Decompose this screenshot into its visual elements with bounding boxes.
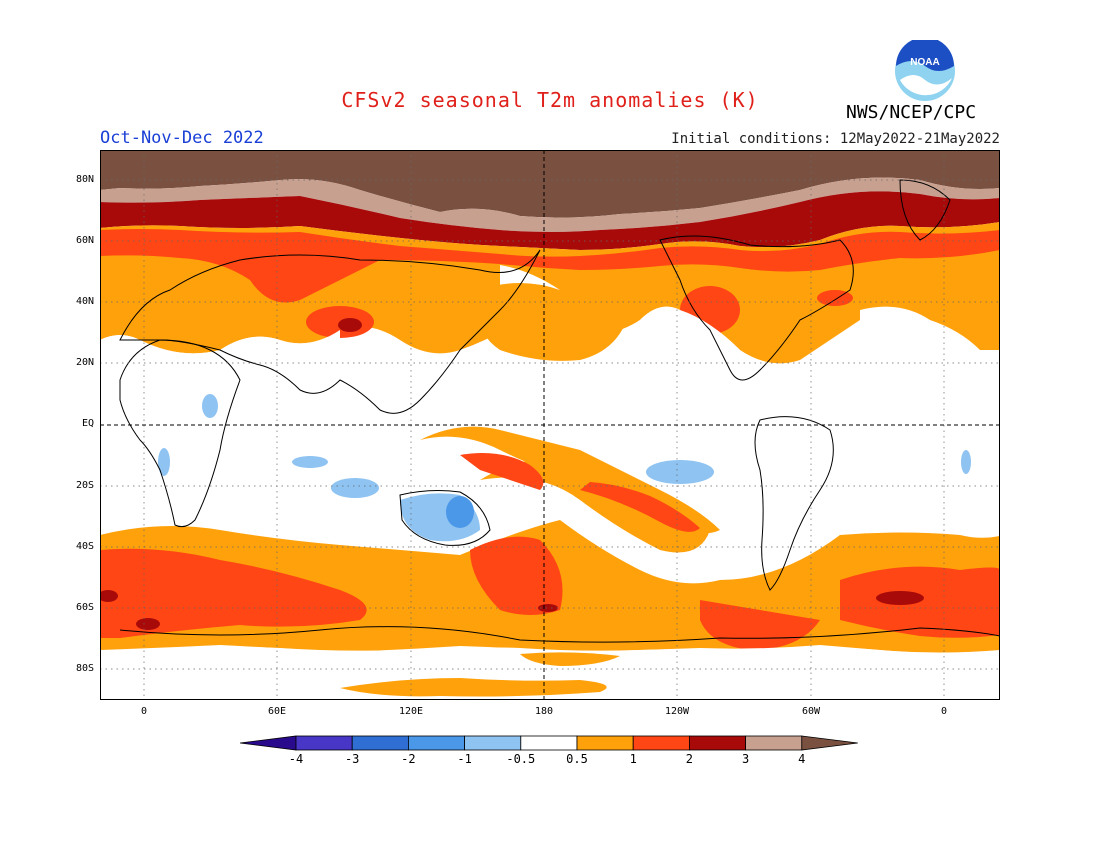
south-pacific-hot-band-2 [460,452,544,490]
colorbar-segment [240,735,297,751]
southern-ocean-dark-3 [100,590,118,602]
colorbar-segment [632,735,690,751]
lat-label-40n: 40N [75,296,94,307]
lat-label-80n: 80N [75,174,94,185]
colorbar-segment [407,735,465,751]
lon-label-0: 0 [140,706,148,717]
africa-cool [202,394,218,418]
colorbar-segment [745,735,803,751]
map-title: CFSv2 seasonal T2m anomalies (K) [341,88,759,112]
colorbar-tick-label: -4 [288,752,304,766]
lon-label-180: 180 [534,706,554,717]
colorbar-segment [688,735,746,751]
lon-label-60e: 60E [267,706,287,717]
south-atlantic-cool [158,448,170,476]
antarctica-warm [340,678,607,697]
logo-text: NOAA [910,57,939,68]
colorbar [240,735,858,751]
central-asia-dark-spot [338,318,362,332]
southern-ocean-dark [136,618,160,630]
colorbar-tick-label: 0.5 [566,752,588,766]
lon-label-0-east: 0 [940,706,948,717]
southern-ocean-dark-2 [538,604,558,612]
east-atlantic-spot [817,290,853,306]
lat-label-40s: 40S [75,541,94,552]
colorbar-tick-label: -0.5 [506,752,536,766]
lat-label-80s: 80S [75,663,94,674]
colorbar-segment [520,735,578,751]
forecast-period: Oct-Nov-Dec 2022 [100,128,264,148]
coastline-south-america [754,416,834,591]
lat-label-60s: 60S [75,602,94,613]
arctic-anomaly-3k [100,177,1000,232]
east-pacific-cool [646,460,714,484]
colorbar-tick-label: 3 [741,752,750,766]
arctic-anomaly-2k [100,191,1000,250]
australia-cool-core [446,496,474,528]
colorbar-segment [464,735,522,751]
south-america-cool [961,450,971,474]
colorbar-tick-label: -2 [401,752,416,766]
southern-ocean-hot [100,548,367,638]
arctic-anomaly-4k [100,150,1000,218]
north-atlantic-neutral [860,306,1000,390]
south-pacific-warm-band [480,459,710,553]
antarctica-neutral [100,645,1000,700]
southern-ocean-hot-2 [470,536,563,615]
lon-label-120w: 120W [664,706,690,717]
colorbar-segment [295,735,353,751]
southern-ocean-hot-4 [840,566,1000,638]
colorbar-tick-label: -3 [344,752,360,766]
colorbar-tick-label: 1 [629,752,637,766]
antarctica-warm-2 [520,652,620,666]
colorbar-tick-label: -1 [457,752,472,766]
indian-ocean-cool-2 [292,456,328,468]
noaa-logo-icon: NOAA [895,40,955,101]
nh-warm-2k [100,229,1000,303]
lat-label-eq: EQ [81,418,94,429]
south-atlantic-dark [876,591,924,605]
lat-label-20s: 20S [75,480,94,491]
coastline-europe-asia [119,249,541,414]
lon-label-120e: 120E [398,706,424,717]
anomaly-map [100,150,1000,700]
colorbar-segment [801,735,858,751]
nh-neutral-1 [100,330,340,420]
south-pacific-hot-band [580,482,700,532]
coastline-north-america [659,235,854,381]
colorbar-segment [576,735,634,751]
indian-ocean-cool [331,478,379,498]
lat-label-20n: 20N [75,357,94,368]
north-pacific-warm [477,283,630,361]
lat-label-60n: 60N [75,235,94,246]
coastlines [119,179,1000,643]
colorbar-segment [351,735,409,751]
lon-label-60w: 60W [801,706,821,717]
org-label: NWS/NCEP/CPC [846,102,977,123]
coastline-antarctica [119,626,1000,643]
colorbar-tick-label: 4 [798,752,806,766]
coastline-australia [399,490,491,546]
coastline-greenland [899,179,951,241]
equator-dateline [100,150,1000,700]
colorbar-tick-label: 2 [685,752,693,766]
initial-conditions: Initial conditions: 12May2022-21May2022 [671,131,1000,147]
